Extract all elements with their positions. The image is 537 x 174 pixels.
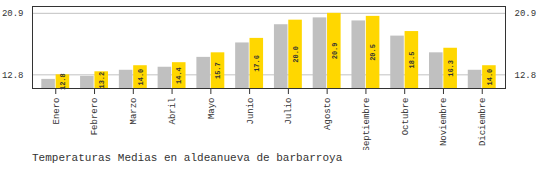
svg-text:Junio: Junio: [245, 98, 255, 125]
svg-text:Julio: Julio: [284, 98, 294, 125]
svg-text:Mayo: Mayo: [207, 98, 217, 120]
svg-text:20.5: 20.5: [369, 44, 377, 61]
svg-text:14.0: 14.0: [486, 69, 494, 86]
svg-text:18.5: 18.5: [408, 52, 416, 69]
svg-text:12.8: 12.8: [59, 73, 67, 90]
svg-text:Marzo: Marzo: [129, 98, 139, 125]
svg-text:14.4: 14.4: [175, 67, 183, 84]
svg-text:Febrero: Febrero: [90, 98, 100, 136]
svg-text:20.0: 20.0: [292, 46, 300, 63]
svg-text:15.7: 15.7: [214, 62, 222, 79]
svg-text:13.2: 13.2: [98, 72, 106, 89]
svg-text:20.9: 20.9: [331, 43, 339, 60]
svg-text:20.9: 20.9: [2, 9, 24, 19]
svg-text:Abril: Abril: [168, 98, 178, 125]
svg-text:20.9: 20.9: [515, 9, 537, 19]
svg-text:Agosto: Agosto: [323, 98, 333, 130]
svg-text:Octubre: Octubre: [401, 98, 411, 136]
svg-text:Noviembre: Noviembre: [439, 98, 449, 147]
svg-text:Septiembre: Septiembre: [362, 98, 372, 151]
html-text:Temperaturas Medias en aldeanu: Temperaturas Medias en aldeanueva de bar…: [32, 152, 343, 164]
svg-text:12.8: 12.8: [515, 71, 537, 81]
svg-text:14.0: 14.0: [137, 69, 145, 86]
svg-text:17.6: 17.6: [253, 55, 261, 72]
svg-text:Diciembre: Diciembre: [478, 98, 488, 147]
svg-text:16.3: 16.3: [447, 60, 455, 77]
svg-text:12.8: 12.8: [2, 71, 24, 81]
svg-text:Enero: Enero: [52, 98, 62, 125]
